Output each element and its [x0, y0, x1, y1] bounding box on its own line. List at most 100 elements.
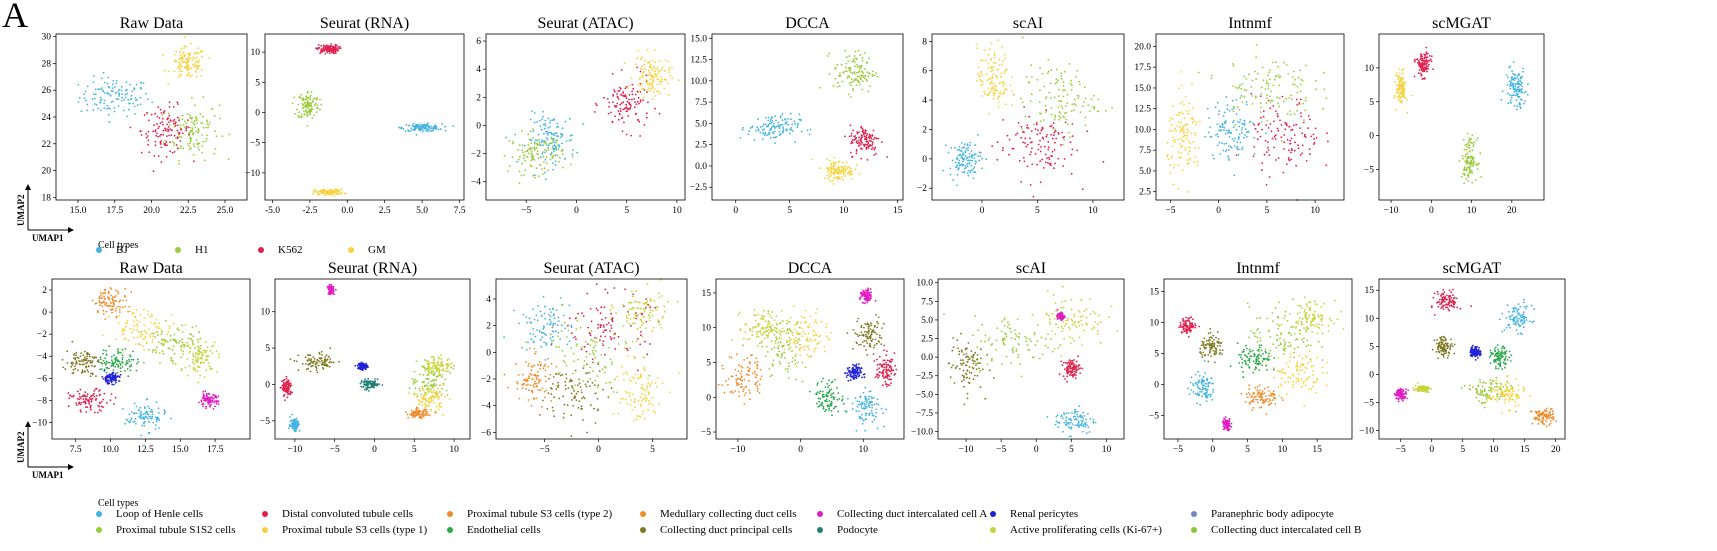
- scatter-point: [1425, 64, 1428, 66]
- scatter-point: [408, 130, 410, 133]
- scatter-point: [187, 119, 189, 121]
- scatter-point: [312, 100, 315, 103]
- scatter-point: [146, 397, 149, 400]
- scatter-point: [852, 129, 854, 132]
- scatter-point: [981, 80, 984, 83]
- scatter-point: [860, 125, 863, 128]
- scatter-point: [1232, 110, 1235, 113]
- scatter-points: [503, 48, 680, 185]
- scatter-point: [412, 122, 415, 125]
- scatter-point: [180, 136, 183, 139]
- scatter-point: [512, 142, 514, 145]
- scatter-point: [173, 118, 176, 121]
- scatter-point: [1050, 125, 1053, 127]
- scatter-point: [1178, 87, 1181, 90]
- scatter-point: [1023, 106, 1025, 108]
- scatter-point: [973, 157, 976, 160]
- scatter-point: [198, 148, 201, 151]
- scatter-point: [127, 98, 130, 101]
- scatter-point: [963, 143, 966, 146]
- scatter-point: [204, 350, 207, 353]
- scatter-point: [520, 174, 523, 177]
- scatter-point: [999, 90, 1002, 93]
- scatter-point: [287, 393, 289, 396]
- scatter-point: [185, 67, 188, 69]
- scatter-point: [312, 193, 315, 195]
- scatter-point: [767, 119, 770, 122]
- scatter-point: [979, 151, 982, 154]
- scatter-point: [140, 434, 143, 437]
- scatter-point: [653, 67, 656, 70]
- scatter-point: [617, 118, 620, 121]
- scatter-point: [102, 378, 105, 380]
- scatter-point: [99, 368, 101, 371]
- scatter-point: [338, 192, 341, 195]
- scatter-point: [1423, 59, 1425, 62]
- scatter-point: [945, 144, 947, 147]
- scatter-point: [195, 52, 198, 55]
- scatter-point: [612, 95, 615, 97]
- y-tick-label: 4: [476, 65, 481, 75]
- scatter-point: [845, 66, 847, 69]
- panel-title: Raw Data: [120, 15, 184, 32]
- scatter-point: [995, 75, 998, 78]
- scatter-point: [869, 139, 871, 142]
- scatter-point: [316, 96, 318, 99]
- scatter-point: [570, 163, 572, 166]
- scatter-point: [202, 353, 205, 356]
- x-tick-label: 15.0: [172, 445, 189, 455]
- scatter-point: [78, 96, 81, 99]
- scatter-point: [193, 123, 196, 126]
- scatter-point: [186, 74, 189, 77]
- scatter-point: [1168, 120, 1171, 122]
- scatter-point: [976, 79, 978, 82]
- scatter-point: [1221, 122, 1224, 125]
- scatter-point: [172, 106, 175, 108]
- scatter-point: [1430, 60, 1433, 63]
- scatter-point: [127, 310, 130, 313]
- scatter-point: [1037, 129, 1039, 132]
- scatter-point: [126, 115, 129, 118]
- scatter-point: [112, 299, 115, 302]
- scatter-point: [140, 410, 143, 413]
- scatter-point: [124, 322, 127, 325]
- scatter-point: [282, 379, 285, 382]
- scatter-point: [173, 151, 176, 153]
- scatter-point: [1521, 85, 1524, 88]
- scatter-point: [1233, 139, 1235, 142]
- scatter-point: [93, 390, 96, 392]
- scatter-point: [423, 414, 426, 417]
- scatter-point: [553, 150, 555, 153]
- scatter-point: [1472, 143, 1475, 146]
- scatter-point: [286, 396, 289, 399]
- scatter-point: [555, 146, 557, 148]
- scatter-point: [947, 151, 950, 154]
- scatter-point: [294, 112, 296, 115]
- scatter-point: [765, 117, 767, 119]
- scatter-point: [663, 78, 666, 81]
- scatter-point: [197, 131, 200, 134]
- scatter-point: [956, 173, 959, 176]
- scatter-point: [539, 164, 542, 166]
- scatter-point: [1226, 108, 1229, 111]
- scatter-point: [1526, 94, 1529, 96]
- scatter-point: [119, 299, 122, 302]
- scatter-point: [196, 356, 199, 359]
- scatter-point: [426, 123, 428, 126]
- scatter-point: [1430, 58, 1432, 61]
- scatter-point: [128, 358, 130, 361]
- scatter-point: [121, 93, 123, 95]
- scatter-point: [131, 313, 134, 315]
- scatter-point: [99, 358, 102, 361]
- scatter-point: [850, 135, 853, 137]
- x-tick-label: 0.0: [341, 206, 353, 216]
- scatter-point: [1468, 166, 1471, 168]
- scatter-point: [626, 110, 629, 112]
- scatter-point: [772, 122, 775, 125]
- scatter-point: [1064, 121, 1067, 124]
- scatter-point: [1241, 127, 1244, 129]
- scatter-point: [881, 141, 883, 144]
- scatter-point: [431, 384, 433, 387]
